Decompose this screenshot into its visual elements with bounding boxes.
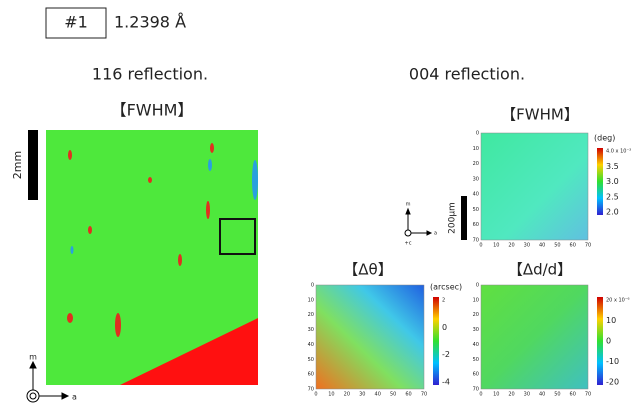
axis-out: +c (405, 241, 412, 247)
y-tick-label: 40 (473, 342, 479, 348)
heatmap (316, 285, 424, 389)
x-tick-label: 40 (375, 392, 381, 398)
scale-label: 2mm (11, 151, 24, 179)
colorbar-tick-label: 2.5 (606, 192, 619, 201)
colorbar-tick-label: 4.0 x 10⁻³ (606, 149, 631, 155)
x-tick-label: 10 (493, 392, 499, 398)
axis-up: m (29, 353, 37, 362)
scale-bar (461, 196, 467, 240)
y-tick-label: 30 (473, 327, 479, 333)
colorbar-tick-label: 3.5 (606, 162, 619, 171)
right-heading: 004 reflection. (409, 65, 525, 84)
heatmap (481, 133, 588, 240)
y-tick-label: 30 (473, 176, 479, 182)
x-tick-label: 30 (359, 392, 365, 398)
x-tick-label: 70 (585, 392, 591, 398)
axis-right: a (72, 393, 77, 402)
x-tick-label: 40 (539, 243, 545, 249)
x-tick-label: 0 (479, 243, 482, 249)
x-tick-label: 30 (524, 392, 530, 398)
y-tick-label: 0 (476, 283, 479, 289)
x-tick-label: 50 (554, 392, 560, 398)
map-title: 【Δθ】 (343, 261, 392, 279)
colorbar (433, 297, 439, 385)
map-title: 【FWHM】 (501, 106, 579, 124)
scale-label: 200μm (448, 202, 458, 234)
y-tick-label: 0 (476, 131, 479, 137)
y-tick-label: 30 (308, 327, 314, 333)
y-tick-label: 20 (473, 312, 479, 318)
y-tick-label: 10 (473, 146, 479, 152)
axis-icon (405, 209, 431, 236)
colorbar-tick-label: 2.0 (606, 208, 619, 217)
colorbar (597, 148, 603, 215)
x-tick-label: 60 (405, 392, 411, 398)
y-tick-label: 50 (473, 207, 479, 213)
y-tick-label: 60 (308, 372, 314, 378)
y-tick-label: 20 (308, 312, 314, 318)
colorbar-tick-label: 0 (442, 323, 447, 332)
colorbar-tick-label: -2 (442, 350, 450, 359)
x-tick-label: 70 (421, 392, 427, 398)
x-tick-label: 50 (554, 243, 560, 249)
x-tick-label: 60 (570, 243, 576, 249)
x-tick-label: 70 (585, 243, 591, 249)
y-tick-label: 40 (308, 342, 314, 348)
map-title: 【FWHM】 (111, 101, 194, 120)
y-tick-label: 20 (473, 161, 479, 167)
axis-right: a (434, 231, 437, 237)
y-tick-label: 60 (473, 372, 479, 378)
x-tick-label: 60 (570, 392, 576, 398)
colorbar-unit: (arcsec) (430, 283, 462, 292)
colorbar-tick-label: -4 (442, 378, 450, 387)
y-tick-label: 70 (473, 238, 479, 244)
x-tick-label: 0 (479, 392, 482, 398)
y-tick-label: 50 (308, 357, 314, 363)
heatmap (481, 285, 588, 389)
map-title: 【Δd/d】 (508, 261, 572, 279)
colorbar (597, 297, 603, 385)
y-tick-label: 50 (473, 357, 479, 363)
x-tick-label: 10 (328, 392, 334, 398)
x-tick-label: 40 (539, 392, 545, 398)
y-tick-label: 60 (473, 222, 479, 228)
y-tick-label: 70 (308, 387, 314, 393)
x-tick-label: 0 (314, 392, 317, 398)
colorbar-tick-label: 0 (606, 337, 611, 346)
x-tick-label: 50 (390, 392, 396, 398)
y-tick-label: 70 (473, 387, 479, 393)
x-tick-label: 30 (524, 243, 530, 249)
left-heading: 116 reflection. (92, 65, 208, 84)
y-tick-label: 0 (311, 283, 314, 289)
x-tick-label: 20 (344, 392, 350, 398)
wavelength: 1.2398 Å (114, 13, 186, 32)
figure: #1 1.2398 Å 116 reflection. 【FWHM】 2mm m… (0, 0, 643, 407)
x-tick-label: 20 (508, 392, 514, 398)
y-tick-label: 10 (308, 297, 314, 303)
colorbar-tick-label: -10 (606, 357, 619, 366)
scale-bar (28, 130, 38, 200)
axis-up: m (406, 202, 411, 208)
sample-id: #1 (64, 13, 88, 32)
colorbar-tick-label: 3.0 (606, 177, 619, 186)
colorbar-tick-label: -20 (606, 378, 619, 387)
colorbar-unit: (deg) (594, 134, 615, 143)
colorbar-tick-label: 20 x 10⁻⁶ (606, 298, 630, 304)
x-tick-label: 20 (508, 243, 514, 249)
colorbar-tick-label: 10 (606, 316, 616, 325)
x-tick-label: 10 (493, 243, 499, 249)
y-tick-label: 40 (473, 192, 479, 198)
y-tick-label: 10 (473, 297, 479, 303)
colorbar-tick-label: 2 (442, 298, 445, 304)
